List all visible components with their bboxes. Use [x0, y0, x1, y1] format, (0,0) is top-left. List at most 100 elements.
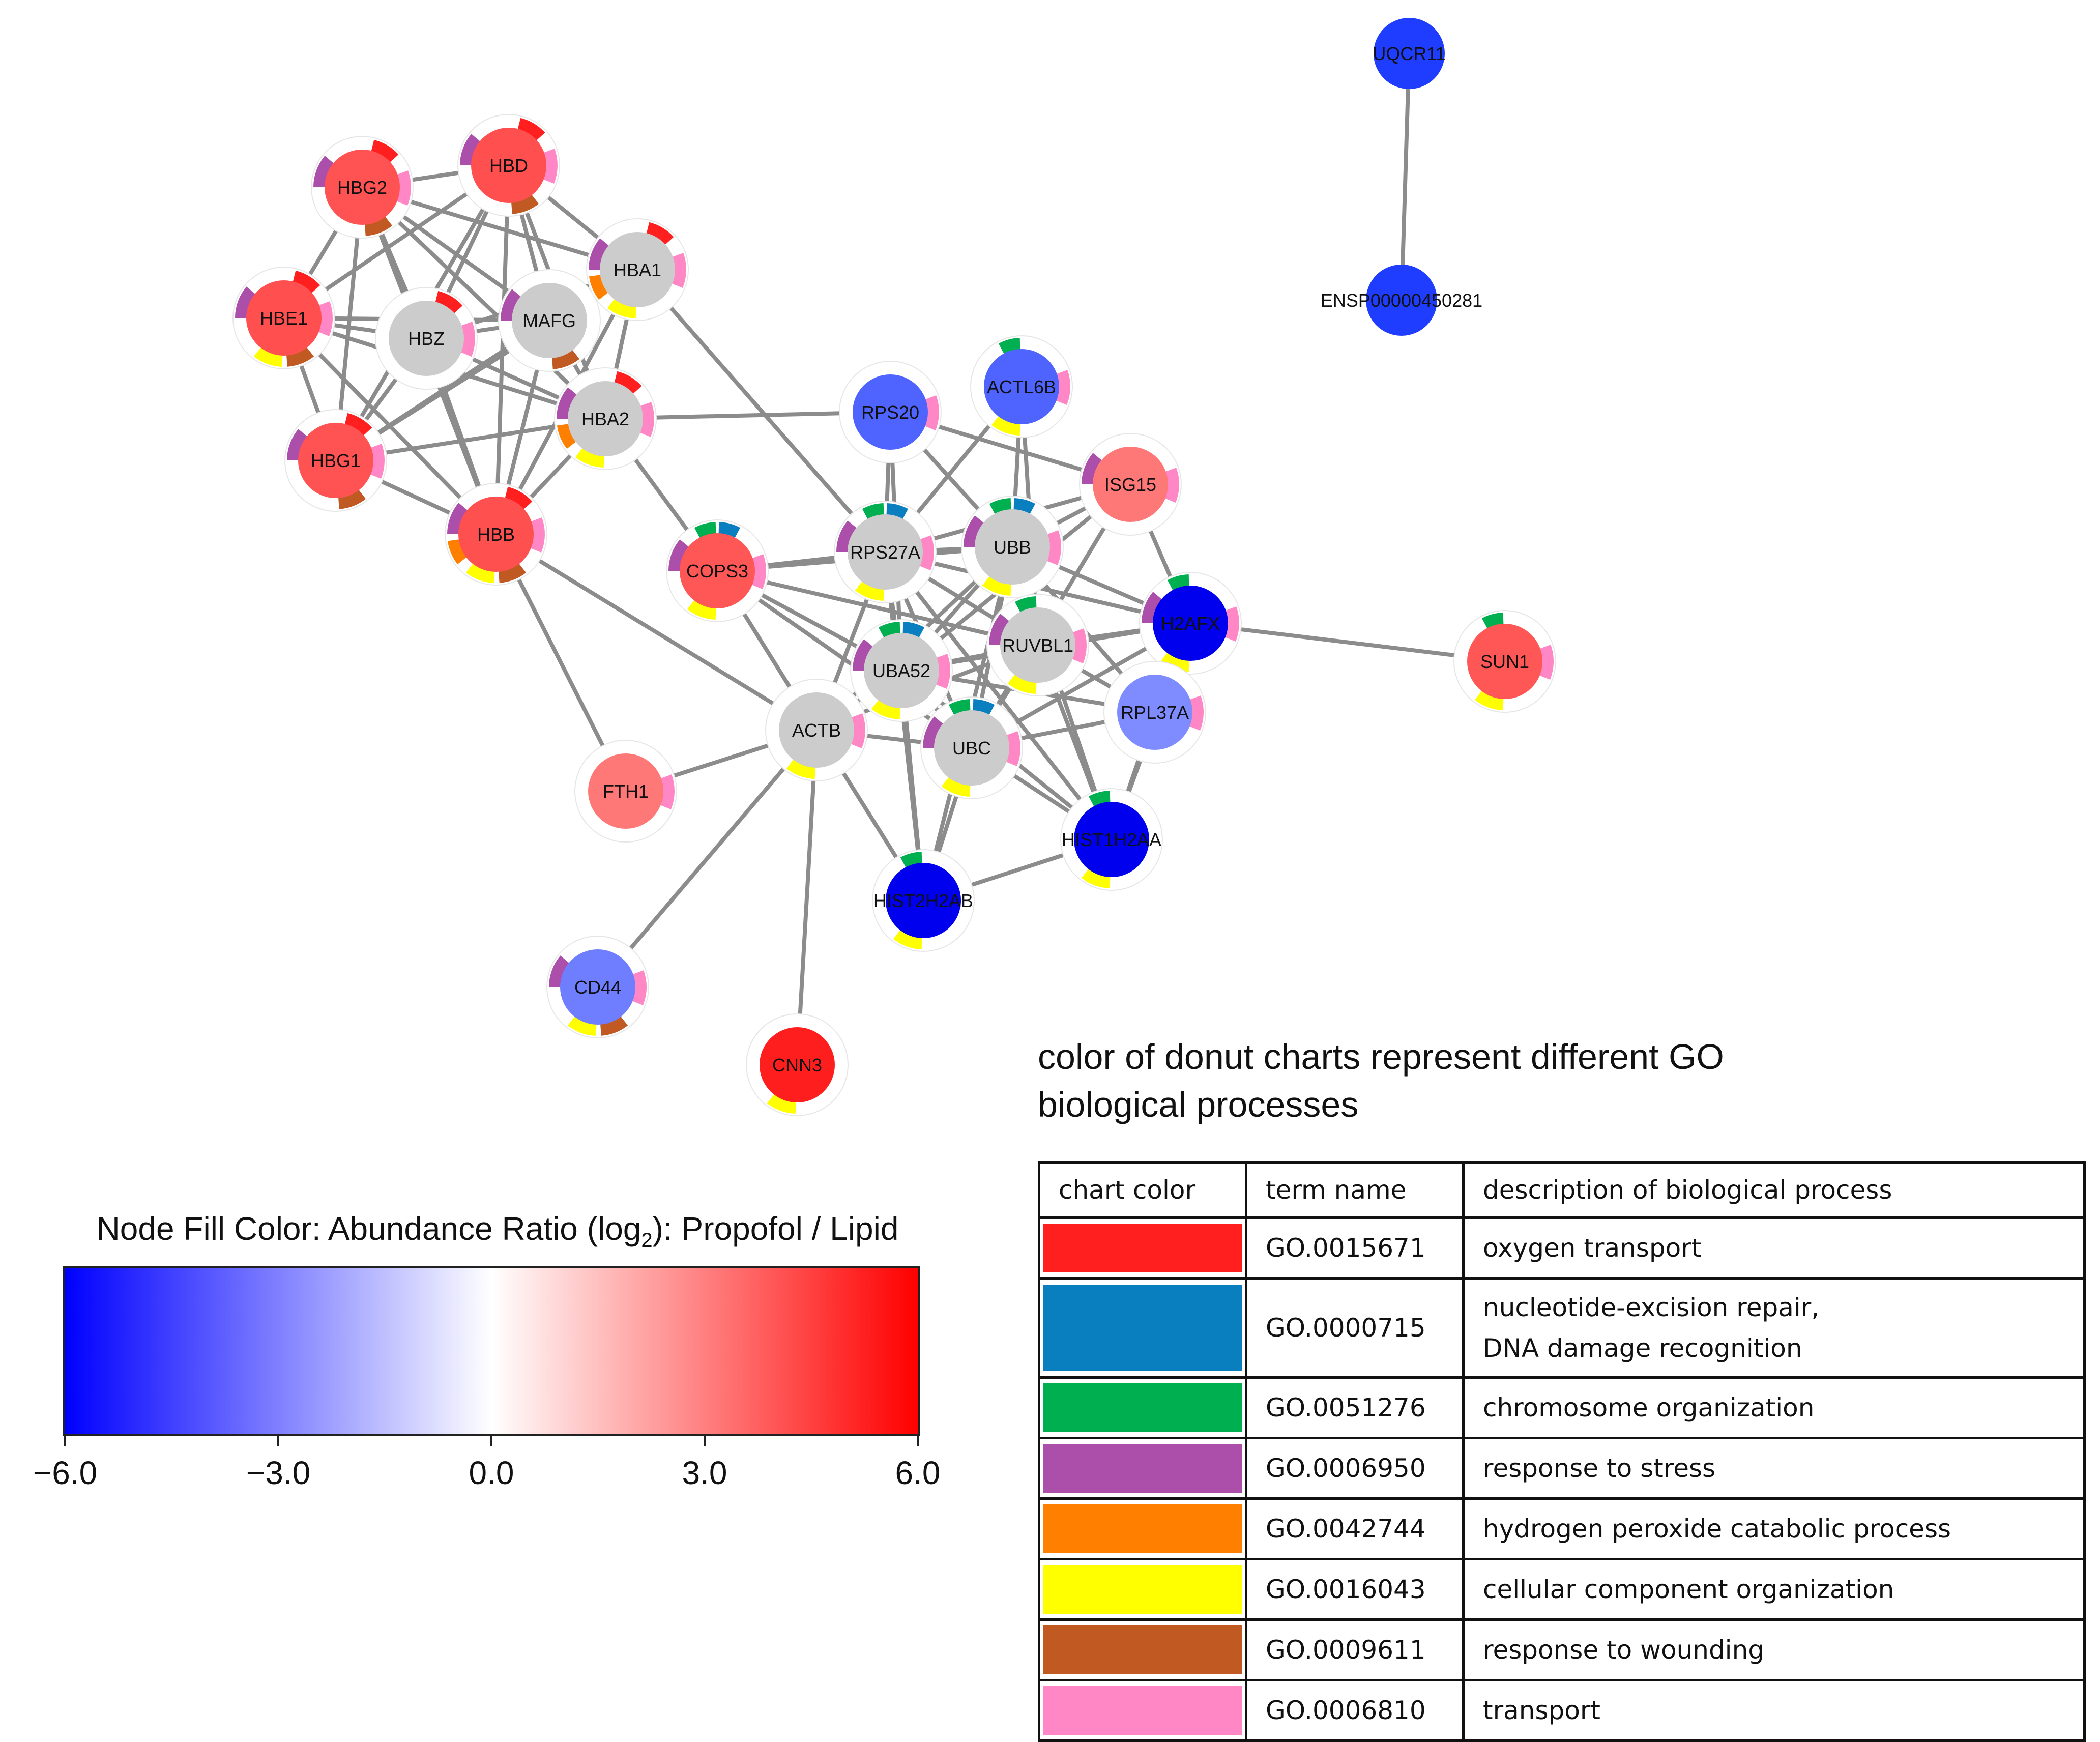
go-term-name: GO.0016043 [1245, 1558, 1465, 1621]
edge-rps27a-hist1h2aa [883, 550, 1114, 841]
go-color-cell [1038, 1679, 1247, 1742]
node-uba52-segment-go-0006950 [853, 639, 875, 671]
node-sun1[interactable]: SUN1 [1453, 610, 1556, 713]
node-isg15-label: ISG15 [1104, 474, 1156, 495]
go-color-swatch [1043, 1504, 1242, 1553]
go-color-cell [1038, 1437, 1247, 1500]
go-legend-heading: color of donut charts represent differen… [1038, 1033, 1953, 1128]
node-cd44-segment-go-0006950 [549, 955, 571, 987]
go-description: hydrogen peroxide catabolic process [1462, 1497, 2086, 1560]
node-uba52-label: UBA52 [872, 660, 930, 681]
node-cops3[interactable]: COPS3 [666, 519, 769, 622]
go-color-cell [1038, 1277, 1247, 1379]
node-hba1-segment-go-0016043 [607, 297, 636, 318]
node-hbb-segment-go-0009611 [498, 561, 527, 583]
node-cd44[interactable]: CD44 [546, 936, 649, 1038]
color-scale-bar [63, 1266, 920, 1436]
node-hbg2-fill [325, 150, 400, 225]
node-rps20-label: RPS20 [861, 402, 919, 423]
node-cd44-segment-go-0016043 [567, 1014, 597, 1036]
go-description-line: chromosome organization [1483, 1393, 1815, 1422]
node-hbe1-segment-go-0016043 [253, 345, 283, 367]
node-isg15[interactable]: ISG15 [1079, 433, 1182, 536]
go-table-row: GO.0016043 cellular component organizatio… [1038, 1558, 2086, 1621]
scale-tick-label: 6.0 [895, 1455, 941, 1491]
node-hbg2[interactable]: HBG2 [311, 136, 414, 239]
node-ubb[interactable]: UBB [961, 496, 1064, 598]
node-fth1[interactable]: FTH1 [574, 740, 677, 843]
go-table-row: GO.0000715 nucleotide-excision repair, DNA… [1038, 1277, 2086, 1379]
go-table-row: GO.0015671 oxygen transport [1038, 1216, 2086, 1280]
go-color-swatch [1043, 1285, 1242, 1371]
go-term-name: GO.0042744 [1245, 1497, 1465, 1560]
node-actl6b[interactable]: ACTL6B [970, 335, 1073, 438]
node-ubc-label: UBC [952, 738, 991, 759]
node-hbb-segment-go-0042744 [447, 539, 469, 565]
node-ubb-fill [975, 509, 1050, 585]
node-hbb-fill [458, 497, 534, 572]
node-hba2-fill [568, 381, 643, 456]
node-ruvbl1[interactable]: RUVBL1 [986, 594, 1089, 696]
node-rps20[interactable]: RPS20 [839, 361, 942, 463]
edge-h2afx-sun1 [1190, 621, 1505, 663]
node-rps27a-fill [848, 514, 923, 590]
edge-actb-cnn3 [795, 730, 819, 1065]
node-cops3-label: COPS3 [686, 561, 748, 582]
go-color-cell [1038, 1618, 1247, 1681]
node-hba2[interactable]: HBA2 [554, 367, 657, 470]
node-hbb[interactable]: HBB [445, 483, 547, 586]
go-table-row: GO.0051276 chromosome organization [1038, 1376, 2086, 1439]
node-rps27a[interactable]: RPS27A [834, 501, 937, 603]
node-hbd-segment-go-0015671 [517, 118, 545, 142]
node-cnn3[interactable]: CNN3 [746, 1013, 849, 1116]
scale-tick-label: 0.0 [469, 1455, 514, 1491]
node-hbg1-label: HBG1 [311, 450, 361, 471]
node-rpl37a[interactable]: RPL37A [1103, 661, 1206, 764]
node-hist1h2aa-fill [1074, 802, 1149, 877]
node-hbz[interactable]: HBZ [375, 287, 478, 390]
protein-interaction-network: HBD HBG2 HBE1 HBZ MAFG HBA1 HBG1 HBA2 HBB RPS20 AC… [232, 18, 1556, 1116]
go-term-name: GO.0006950 [1245, 1437, 1465, 1500]
node-ruvbl1-segment-go-0016043 [1007, 672, 1037, 694]
node-ubc[interactable]: UBC [920, 696, 1023, 799]
node-hist1h2aa-label: HIST1H2AA [1062, 829, 1161, 850]
go-heading-line1: color of donut charts represent differen… [1038, 1037, 1724, 1077]
node-hbz-fill [389, 301, 464, 376]
node-actb[interactable]: ACTB [765, 679, 868, 781]
node-hbz-label: HBZ [408, 328, 445, 349]
node-hba1-segment-go-0006950 [589, 238, 611, 270]
node-hbd[interactable]: HBD [457, 114, 560, 217]
node-hist2h2ab-label: HIST2H2AB [873, 890, 973, 911]
node-hist2h2ab[interactable]: HIST2H2AB [872, 849, 975, 952]
node-mafg[interactable]: MAFG [498, 269, 601, 372]
node-ubb-segment-go-0006950 [964, 515, 986, 547]
edge-actb-cd44 [596, 729, 819, 989]
go-table-header: chart color term name description of bio… [1038, 1161, 2086, 1219]
node-hbe1-label: HBE1 [260, 308, 308, 329]
node-hba1[interactable]: HBA1 [586, 218, 689, 321]
node-hbe1[interactable]: HBE1 [232, 267, 335, 369]
node-h2afx-label: H2AFX [1161, 613, 1220, 634]
node-cops3-segment-go-0016043 [687, 598, 716, 620]
scale-tick [64, 1434, 66, 1446]
node-hbd-fill [471, 128, 546, 203]
node-hist1h2aa[interactable]: HIST1H2AA [1060, 788, 1163, 891]
node-hbg1[interactable]: HBG1 [284, 409, 387, 512]
node-h2afx[interactable]: H2AFX [1139, 572, 1242, 675]
node-isg15-segment-go-0006950 [1082, 453, 1104, 484]
node-uba52[interactable]: UBA52 [850, 619, 953, 722]
node-ensp00000450281-fill [1366, 265, 1437, 336]
node-cnn3-segment-go-0016043 [767, 1092, 796, 1114]
node-ensp00000450281[interactable]: ENSP00000450281 [1321, 265, 1482, 336]
go-term-name: GO.0009611 [1245, 1618, 1465, 1681]
node-ruvbl1-label: RUVBL1 [1002, 635, 1073, 656]
node-hba1-fill [600, 232, 675, 307]
node-cops3-fill [680, 533, 755, 608]
node-mafg-fill [512, 283, 587, 358]
go-table-row: GO.0006810 transport [1038, 1679, 2086, 1742]
node-cops3-segment-go-0006950 [668, 539, 691, 571]
go-description-line: cellular component organization [1483, 1575, 1894, 1604]
node-uqcr11[interactable]: UQCR11 [1373, 18, 1446, 89]
node-actb-segment-go-0016043 [786, 757, 815, 779]
edge-uqcr11-ensp00000450281 [1399, 53, 1411, 301]
